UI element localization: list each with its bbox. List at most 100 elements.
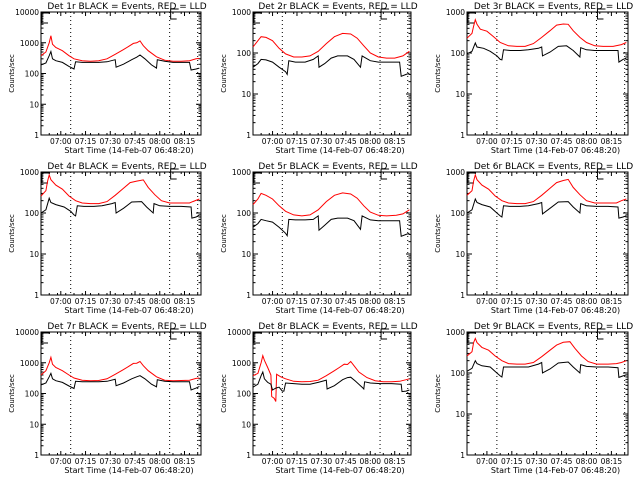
x-tick-label: 07:15 (75, 137, 97, 146)
y-tick-label: 1000 (20, 39, 39, 48)
x-tick-label: 07:45 (551, 457, 573, 466)
x-tick-label: 08:15 (601, 297, 623, 306)
x-axis-label: Start Time (14-Feb-07 06:48:20) (64, 466, 193, 475)
x-tick-label: 07:45 (335, 297, 357, 306)
y-tick-label: 1000 (232, 359, 251, 368)
series-line-events (466, 359, 627, 379)
x-tick-label: 07:15 (501, 137, 523, 146)
eclipse-marker (253, 332, 262, 344)
detector-panel-9: Det 9r BLACK = Events, RED = LLD 1 10 100 10… (434, 322, 633, 475)
eclipse-marker (41, 172, 50, 184)
eclipse-marker (596, 8, 606, 20)
y-tick-label: 1 (246, 131, 251, 140)
x-tick-label: 08:00 (576, 297, 598, 306)
x-tick-label: 08:15 (174, 297, 196, 306)
x-axis-label: Start Time (14-Feb-07 06:48:20) (275, 466, 404, 475)
eclipse-marker (41, 332, 50, 344)
panel-title: Det 8r BLACK = Events, RED = LLD (258, 322, 417, 332)
y-tick-label: 100 (25, 70, 40, 79)
y-tick-label: 1 (246, 451, 251, 460)
eclipse-marker (467, 332, 476, 344)
plot-frame (40, 11, 202, 136)
y-axis-label: Counts/sec (434, 374, 442, 413)
x-tick-label: 08:00 (359, 297, 381, 306)
x-tick-label: 07:30 (311, 457, 333, 466)
eclipse-marker (380, 328, 390, 340)
series-line-lld (466, 18, 627, 47)
x-tick-label: 07:45 (551, 137, 573, 146)
y-axis-label: Counts/sec (8, 54, 16, 93)
eclipse-marker (380, 8, 390, 20)
x-tick-label: 07:00 (262, 137, 284, 146)
x-tick-label: 07:45 (335, 457, 357, 466)
series-line-lld (40, 173, 200, 205)
panel-title: Det 1r BLACK = Events, RED = LLD (47, 2, 206, 12)
detector-panel-5: Det 5r BLACK = Events, RED = LLD 1 10 100 10… (220, 162, 418, 315)
plot-frame (252, 11, 412, 136)
y-tick-label: 1 (246, 291, 251, 300)
x-tick-label: 08:00 (576, 457, 598, 466)
x-tick-label: 08:15 (174, 457, 196, 466)
x-tick-label: 08:15 (384, 457, 406, 466)
panel-title: Det 9r BLACK = Events, RED = LLD (474, 322, 633, 332)
y-tick-label: 1000 (232, 8, 251, 17)
x-tick-label: 08:15 (384, 137, 406, 146)
x-tick-label: 07:30 (99, 297, 121, 306)
x-tick-label: 08:15 (384, 297, 406, 306)
plot-frame (466, 11, 629, 136)
plot-frame (40, 171, 202, 296)
y-tick-label: 100 (451, 209, 466, 218)
series-line-events (40, 372, 200, 391)
series-line-events (252, 370, 410, 393)
x-tick-label: 07:15 (75, 297, 97, 306)
y-tick-label: 100 (25, 209, 40, 218)
x-tick-label: 07:45 (124, 137, 146, 146)
x-axis-label: Start Time (14-Feb-07 06:48:20) (491, 466, 620, 475)
y-axis-label: Counts/sec (8, 374, 16, 413)
y-tick-label: 100 (237, 390, 252, 399)
x-axis-label: Start Time (14-Feb-07 06:48:20) (64, 146, 193, 155)
x-tick-label: 07:30 (311, 137, 333, 146)
x-tick-label: 08:00 (359, 137, 381, 146)
x-tick-label: 07:15 (501, 297, 523, 306)
eclipse-marker (253, 172, 262, 184)
y-tick-label: 1 (460, 291, 465, 300)
series-line-events (466, 41, 627, 63)
y-tick-label: 10 (455, 250, 465, 259)
y-tick-label: 1000 (446, 328, 465, 337)
plot-frame (40, 331, 202, 456)
y-axis-label: Counts/sec (220, 374, 228, 413)
y-tick-label: 1 (460, 131, 465, 140)
x-tick-label: 07:15 (286, 457, 308, 466)
y-tick-label: 10000 (15, 8, 39, 17)
x-tick-label: 07:45 (124, 457, 146, 466)
detector-panel-7: Det 7r BLACK = Events, RED = LLD 1 10 100 10… (8, 322, 207, 475)
eclipse-marker (596, 328, 606, 340)
y-tick-label: 10 (29, 100, 39, 109)
x-tick-label: 07:00 (50, 297, 72, 306)
x-tick-label: 08:15 (601, 457, 623, 466)
y-tick-label: 100 (237, 49, 252, 58)
y-axis-label: Counts/sec (220, 214, 228, 253)
x-tick-label: 07:45 (551, 297, 573, 306)
panel-title: Det 7r BLACK = Events, RED = LLD (47, 322, 206, 332)
series-line-events (252, 54, 410, 78)
detector-panel-1: Det 1r BLACK = Events, RED = LLD 1 10 100 10… (8, 2, 207, 155)
series-line-lld (466, 173, 627, 205)
series-line-lld (252, 32, 410, 59)
x-tick-label: 08:00 (149, 297, 171, 306)
x-axis-label: Start Time (14-Feb-07 06:48:20) (491, 306, 620, 315)
plot-frame (252, 331, 412, 456)
series-line-events (40, 49, 200, 71)
y-tick-label: 100 (451, 49, 466, 58)
eclipse-marker (467, 12, 476, 24)
y-tick-label: 1000 (232, 168, 251, 177)
x-tick-label: 07:30 (99, 137, 121, 146)
detector-panel-4: Det 4r BLACK = Events, RED = LLD 1 10 100 10… (8, 162, 207, 315)
x-tick-label: 08:00 (359, 457, 381, 466)
eclipse-marker (170, 328, 179, 340)
y-axis-label: Counts/sec (434, 214, 442, 253)
series-line-lld (252, 353, 410, 402)
y-tick-label: 10 (29, 250, 39, 259)
detector-panel-6: Det 6r BLACK = Events, RED = LLD 1 10 100 10… (434, 162, 633, 315)
